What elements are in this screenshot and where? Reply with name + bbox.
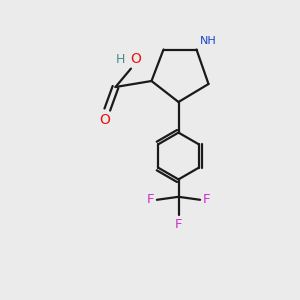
Text: F: F <box>175 218 182 231</box>
Text: O: O <box>130 52 141 66</box>
Text: NH: NH <box>200 36 217 46</box>
Text: O: O <box>99 112 110 127</box>
Text: F: F <box>146 193 154 206</box>
Text: F: F <box>203 193 211 206</box>
Text: H: H <box>116 53 125 66</box>
